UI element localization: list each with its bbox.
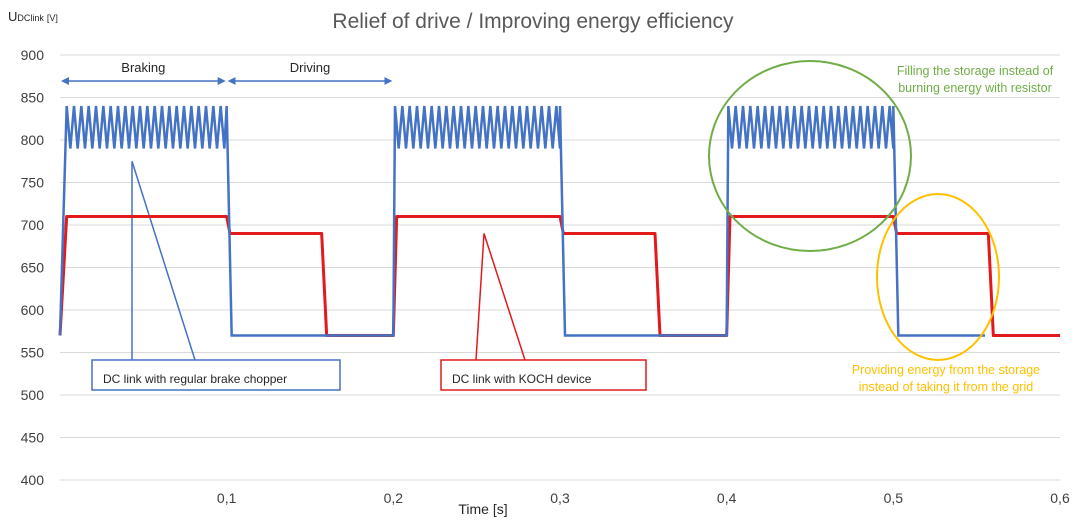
x-axis-label: Time [s] [458, 501, 507, 517]
blue-callout-box [91, 359, 341, 391]
y-axis-label-main: U [8, 9, 17, 24]
chart-title: Relief of drive / Improving energy effic… [332, 10, 734, 33]
series-lines [58, 105, 1060, 337]
phase-label: Driving [290, 60, 330, 75]
y-tick-label: 900 [21, 47, 45, 63]
y-tick-label: 600 [21, 302, 45, 318]
y-axis-label-unit: [V] [47, 13, 58, 23]
x-tick-label: 0,4 [717, 490, 737, 506]
x-tick-labels: 0,1 0,2 0,3 0,4 0,5 0,6 [217, 490, 1070, 506]
red-callout-box [440, 359, 647, 391]
yellow-circle [876, 193, 1000, 361]
y-tick-label: 700 [21, 217, 45, 233]
x-tick-label: 0,6 [1050, 490, 1070, 506]
green-circle [708, 60, 912, 252]
y-tick-label: 750 [21, 175, 45, 191]
x-tick-label: 0,3 [550, 490, 570, 506]
series-line-blue [58, 105, 985, 337]
yellow-note-line-2: instead of taking it from the grid [859, 380, 1033, 394]
blue-callout-text: DC link with regular brake chopper [103, 372, 287, 386]
green-note-line-1: Filling the storage instead of [897, 64, 1054, 78]
y-tick-label: 650 [21, 260, 45, 276]
series-line-red [58, 215, 1060, 337]
x-tick-label: 0,1 [217, 490, 237, 506]
phase-label: Braking [121, 60, 165, 75]
y-tick-label: 400 [21, 472, 45, 488]
red-callout-leader [475, 233, 526, 361]
y-axis-label-sub: DClink [17, 13, 44, 23]
red-callout-text: DC link with KOCH device [452, 372, 592, 386]
y-tick-label: 800 [21, 132, 45, 148]
x-tick-label: 0,5 [884, 490, 904, 506]
blue-callout-leader [131, 161, 196, 361]
y-axis-label: UDClink [V] [8, 9, 58, 24]
y-tick-label: 450 [21, 430, 45, 446]
phase-arrows: Braking Driving [61, 60, 393, 85]
y-tick-label: 850 [21, 90, 45, 106]
green-note-line-2: burning energy with resistor [898, 81, 1052, 95]
y-tick-labels: 900 850 800 750 700 650 600 550 500 450 400 [21, 47, 45, 488]
annotations: Filling the storage instead of burning e… [708, 60, 1054, 394]
yellow-note-line-1: Providing energy from the storage [852, 363, 1040, 377]
callouts: DC link with regular brake chopper DC li… [91, 161, 647, 391]
y-tick-label: 550 [21, 345, 45, 361]
y-tick-label: 500 [21, 387, 45, 403]
x-tick-label: 0,2 [384, 490, 404, 506]
